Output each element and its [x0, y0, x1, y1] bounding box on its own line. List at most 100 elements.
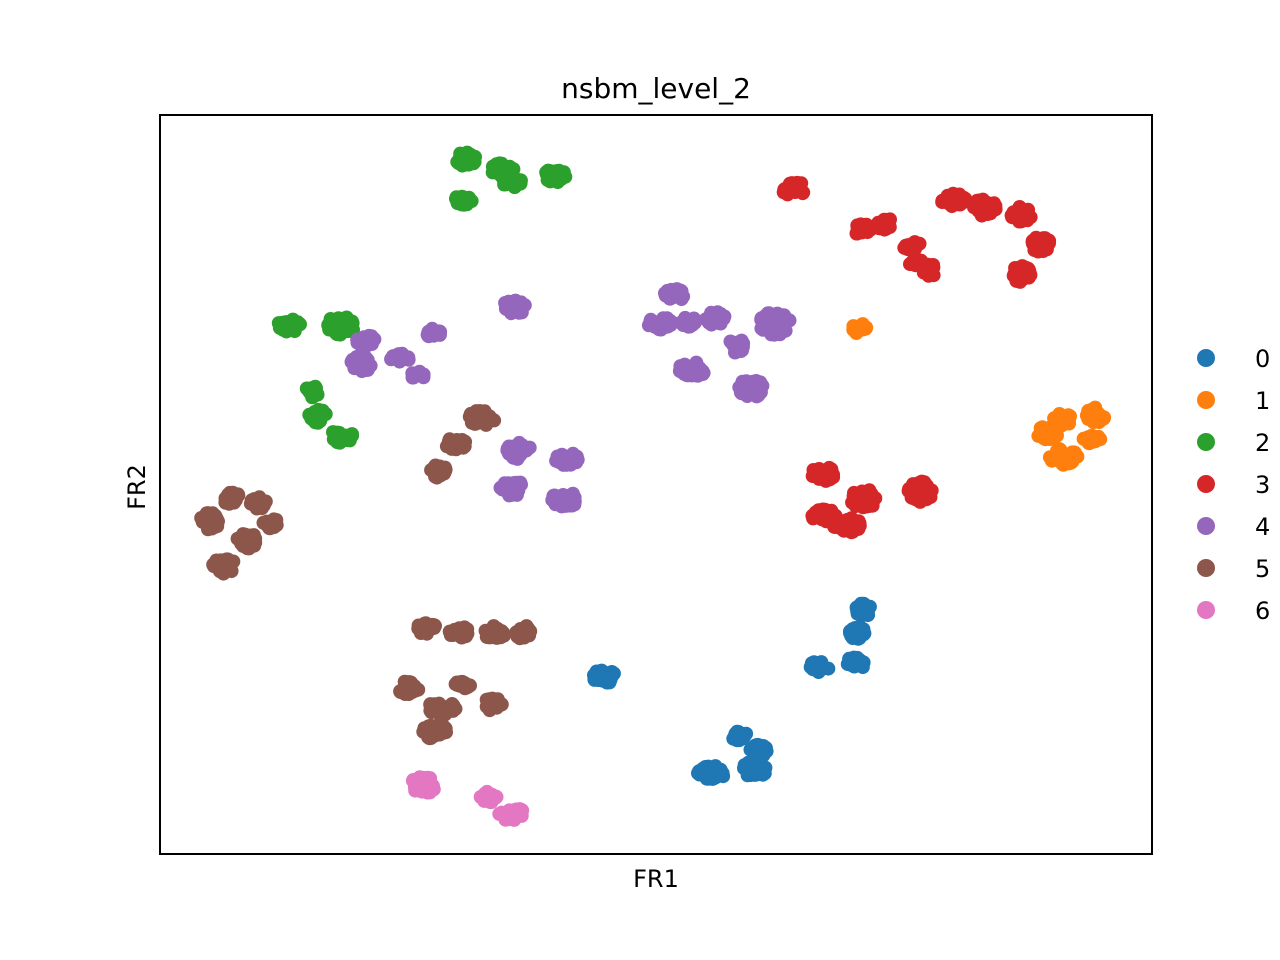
- point-0: [737, 758, 752, 773]
- series-2: [271, 145, 573, 450]
- cluster-1-4: [1047, 407, 1077, 433]
- point-1: [1081, 411, 1096, 426]
- series-4: [344, 282, 797, 514]
- cluster-3-11: [805, 460, 841, 488]
- point-5: [421, 730, 436, 745]
- point-2: [339, 428, 354, 443]
- legend: 0 1 2 3 4 5 6: [1197, 345, 1270, 625]
- point-4: [734, 386, 749, 401]
- cluster-5-13: [393, 674, 426, 702]
- point-5: [478, 412, 493, 427]
- point-2: [290, 315, 305, 330]
- point-0: [849, 627, 864, 642]
- point-3: [906, 477, 921, 492]
- legend-label-1: 1: [1255, 387, 1270, 415]
- point-4: [411, 367, 426, 382]
- legend-label-2: 2: [1255, 429, 1270, 457]
- point-5: [467, 415, 482, 430]
- point-4: [494, 481, 508, 495]
- point-4: [563, 494, 578, 509]
- point-4: [344, 355, 359, 370]
- point-5: [222, 560, 237, 575]
- cluster-2-6: [321, 310, 360, 342]
- cluster-4-13: [732, 374, 770, 404]
- point-4: [652, 322, 667, 337]
- point-4: [425, 328, 440, 343]
- cluster-3-12: [845, 483, 883, 515]
- point-5: [485, 622, 500, 637]
- point-4: [660, 288, 674, 303]
- point-2: [504, 173, 518, 188]
- point-0: [756, 739, 771, 753]
- point-3: [855, 489, 870, 504]
- cluster-4-2: [350, 328, 382, 353]
- series-5: [194, 404, 538, 746]
- cluster-1-5: [1079, 400, 1112, 430]
- point-1: [1034, 423, 1049, 438]
- point-4: [361, 357, 376, 372]
- y-axis-label: FR2: [123, 464, 151, 510]
- point-5: [269, 518, 284, 532]
- point-2: [308, 386, 323, 401]
- point-6: [511, 803, 526, 818]
- point-4: [692, 362, 707, 377]
- legend-label-4: 4: [1255, 513, 1270, 541]
- cluster-5-10: [442, 620, 475, 645]
- cluster-0-5: [803, 655, 836, 680]
- legend-item-1: 1: [1197, 387, 1270, 415]
- cluster-5-8: [206, 552, 241, 581]
- cluster-5-0: [462, 404, 502, 432]
- point-5: [431, 718, 446, 733]
- cluster-3-15: [827, 511, 867, 540]
- cluster-2-2: [497, 169, 528, 194]
- point-4: [728, 336, 743, 351]
- legend-label-5: 5: [1255, 555, 1270, 583]
- point-1: [846, 319, 861, 334]
- cluster-0-4: [743, 737, 774, 763]
- point-6: [405, 773, 420, 788]
- point-3: [904, 238, 918, 253]
- point-4: [502, 294, 516, 309]
- point-5: [254, 495, 269, 510]
- point-5: [479, 699, 494, 714]
- point-3: [1021, 208, 1036, 223]
- legend-marker-4: [1197, 517, 1215, 535]
- point-3: [865, 498, 880, 513]
- cluster-5-3: [218, 485, 246, 511]
- point-3: [1008, 266, 1023, 281]
- point-4: [522, 440, 537, 455]
- point-4: [756, 322, 771, 337]
- point-1: [1087, 429, 1102, 444]
- legend-item-2: 2: [1197, 429, 1270, 457]
- point-4: [508, 444, 523, 459]
- cluster-5-6: [256, 512, 284, 536]
- cluster-3-0: [776, 175, 811, 202]
- cluster-3-6: [935, 186, 973, 214]
- cluster-3-8: [1004, 200, 1038, 229]
- point-2: [463, 147, 478, 162]
- point-0: [854, 596, 868, 611]
- series-3: [776, 175, 1057, 540]
- point-3: [903, 257, 917, 272]
- point-2: [541, 163, 555, 178]
- x-axis-label: FR1: [633, 865, 679, 893]
- legend-label-3: 3: [1255, 471, 1270, 499]
- legend-marker-0: [1197, 349, 1215, 367]
- cluster-4-0: [498, 293, 532, 321]
- cluster-4-11: [754, 306, 797, 342]
- legend-item-4: 4: [1197, 513, 1270, 541]
- points-layer: [194, 145, 1112, 827]
- point-3: [919, 483, 934, 498]
- point-2: [452, 193, 467, 208]
- point-4: [362, 328, 376, 343]
- cluster-4-7: [641, 311, 678, 337]
- legend-item-3: 3: [1197, 471, 1270, 499]
- point-6: [480, 784, 495, 799]
- point-5: [231, 487, 246, 502]
- point-1: [1052, 442, 1067, 457]
- point-4: [712, 316, 726, 330]
- point-4: [545, 493, 560, 508]
- point-3: [879, 220, 894, 235]
- point-5: [436, 466, 451, 481]
- point-1: [1053, 415, 1068, 430]
